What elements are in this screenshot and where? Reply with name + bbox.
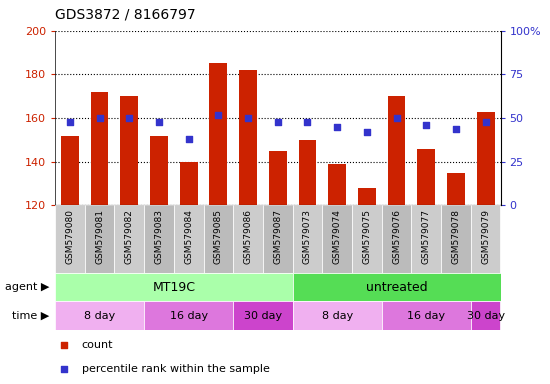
Point [273, 119, 282, 125]
Bar [233, 205, 263, 273]
Bar [263, 205, 293, 273]
Bar [382, 301, 471, 330]
Point [333, 124, 342, 130]
Text: agent ▶: agent ▶ [5, 282, 50, 292]
Text: GSM579086: GSM579086 [244, 209, 252, 264]
Bar [293, 301, 382, 330]
Bar [322, 205, 352, 273]
Bar [114, 205, 144, 273]
Text: time ▶: time ▶ [12, 311, 50, 321]
Bar [233, 301, 293, 330]
Text: GSM579077: GSM579077 [422, 209, 431, 264]
Bar [299, 140, 316, 205]
Text: 16 day: 16 day [169, 311, 208, 321]
Text: GSM579074: GSM579074 [333, 209, 342, 264]
Bar [388, 96, 405, 205]
Point [244, 115, 252, 121]
Text: GSM579080: GSM579080 [65, 209, 74, 264]
Bar [293, 205, 322, 273]
Text: 16 day: 16 day [407, 311, 446, 321]
Point [452, 126, 460, 132]
Bar [477, 111, 494, 205]
Bar [417, 149, 435, 205]
Bar [210, 63, 227, 205]
Bar [174, 205, 204, 273]
Bar [411, 205, 441, 273]
Point [354, 2, 363, 8]
Bar [144, 301, 233, 330]
Text: GSM579085: GSM579085 [214, 209, 223, 264]
Point [392, 115, 401, 121]
Text: GSM579087: GSM579087 [273, 209, 282, 264]
Text: 8 day: 8 day [322, 311, 353, 321]
Text: 8 day: 8 day [84, 311, 115, 321]
Bar [55, 205, 85, 273]
Bar [471, 301, 501, 330]
Text: GSM579084: GSM579084 [184, 209, 193, 264]
Bar [269, 151, 287, 205]
Point [95, 115, 104, 121]
Bar [144, 205, 174, 273]
Point [422, 122, 431, 128]
Bar [55, 273, 293, 301]
Bar [120, 96, 138, 205]
Bar [180, 162, 197, 205]
Point [65, 119, 74, 125]
Text: GSM579082: GSM579082 [125, 209, 134, 264]
Text: GSM579081: GSM579081 [95, 209, 104, 264]
Bar [61, 136, 79, 205]
Text: 30 day: 30 day [466, 311, 505, 321]
Point [214, 111, 223, 118]
Bar [91, 92, 108, 205]
Text: GSM579079: GSM579079 [481, 209, 490, 264]
Text: 30 day: 30 day [244, 311, 282, 321]
Text: GSM579083: GSM579083 [155, 209, 163, 264]
Bar [358, 188, 376, 205]
Text: untreated: untreated [366, 281, 427, 293]
Bar [471, 205, 501, 273]
Point [303, 119, 312, 125]
Point [481, 119, 490, 125]
Bar [328, 164, 346, 205]
Point [155, 119, 163, 125]
Text: count: count [82, 340, 113, 350]
Bar [55, 301, 144, 330]
Bar [382, 205, 411, 273]
Bar [447, 173, 465, 205]
Point [125, 115, 134, 121]
Text: GSM579075: GSM579075 [362, 209, 371, 264]
Text: GDS3872 / 8166797: GDS3872 / 8166797 [55, 8, 196, 22]
Text: GSM579078: GSM579078 [452, 209, 460, 264]
Bar [85, 205, 114, 273]
Text: GSM579076: GSM579076 [392, 209, 401, 264]
Bar [352, 205, 382, 273]
Bar [293, 273, 500, 301]
Bar [150, 136, 168, 205]
Text: MT19C: MT19C [152, 281, 195, 293]
Bar [441, 205, 471, 273]
Point [362, 129, 371, 135]
Point [354, 222, 363, 228]
Bar [204, 205, 233, 273]
Text: GSM579073: GSM579073 [303, 209, 312, 264]
Text: percentile rank within the sample: percentile rank within the sample [82, 364, 270, 374]
Point [184, 136, 193, 142]
Bar [239, 70, 257, 205]
